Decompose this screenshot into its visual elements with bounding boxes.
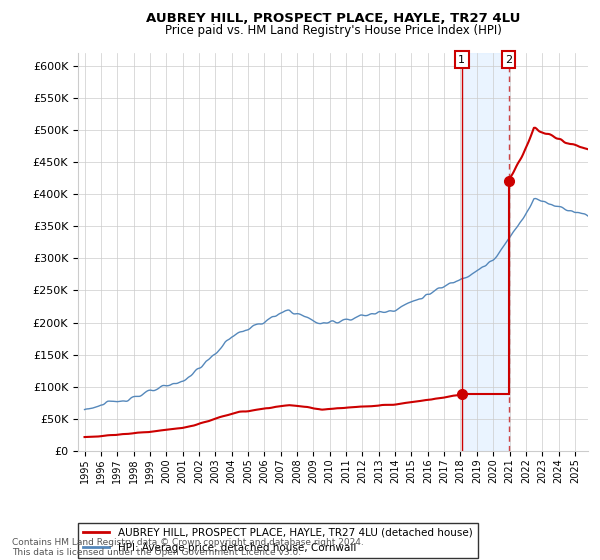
Bar [462,53,509,451]
Text: Contains HM Land Registry data © Crown copyright and database right 2024.
This d: Contains HM Land Registry data © Crown c… [12,538,364,557]
Text: AUBREY HILL, PROSPECT PLACE, HAYLE, TR27 4LU: AUBREY HILL, PROSPECT PLACE, HAYLE, TR27… [146,12,520,25]
Text: 1: 1 [458,55,466,64]
Legend: AUBREY HILL, PROSPECT PLACE, HAYLE, TR27 4LU (detached house), HPI: Average pric: AUBREY HILL, PROSPECT PLACE, HAYLE, TR27… [78,522,478,558]
Text: 2: 2 [505,55,512,64]
Text: Price paid vs. HM Land Registry's House Price Index (HPI): Price paid vs. HM Land Registry's House … [164,24,502,37]
